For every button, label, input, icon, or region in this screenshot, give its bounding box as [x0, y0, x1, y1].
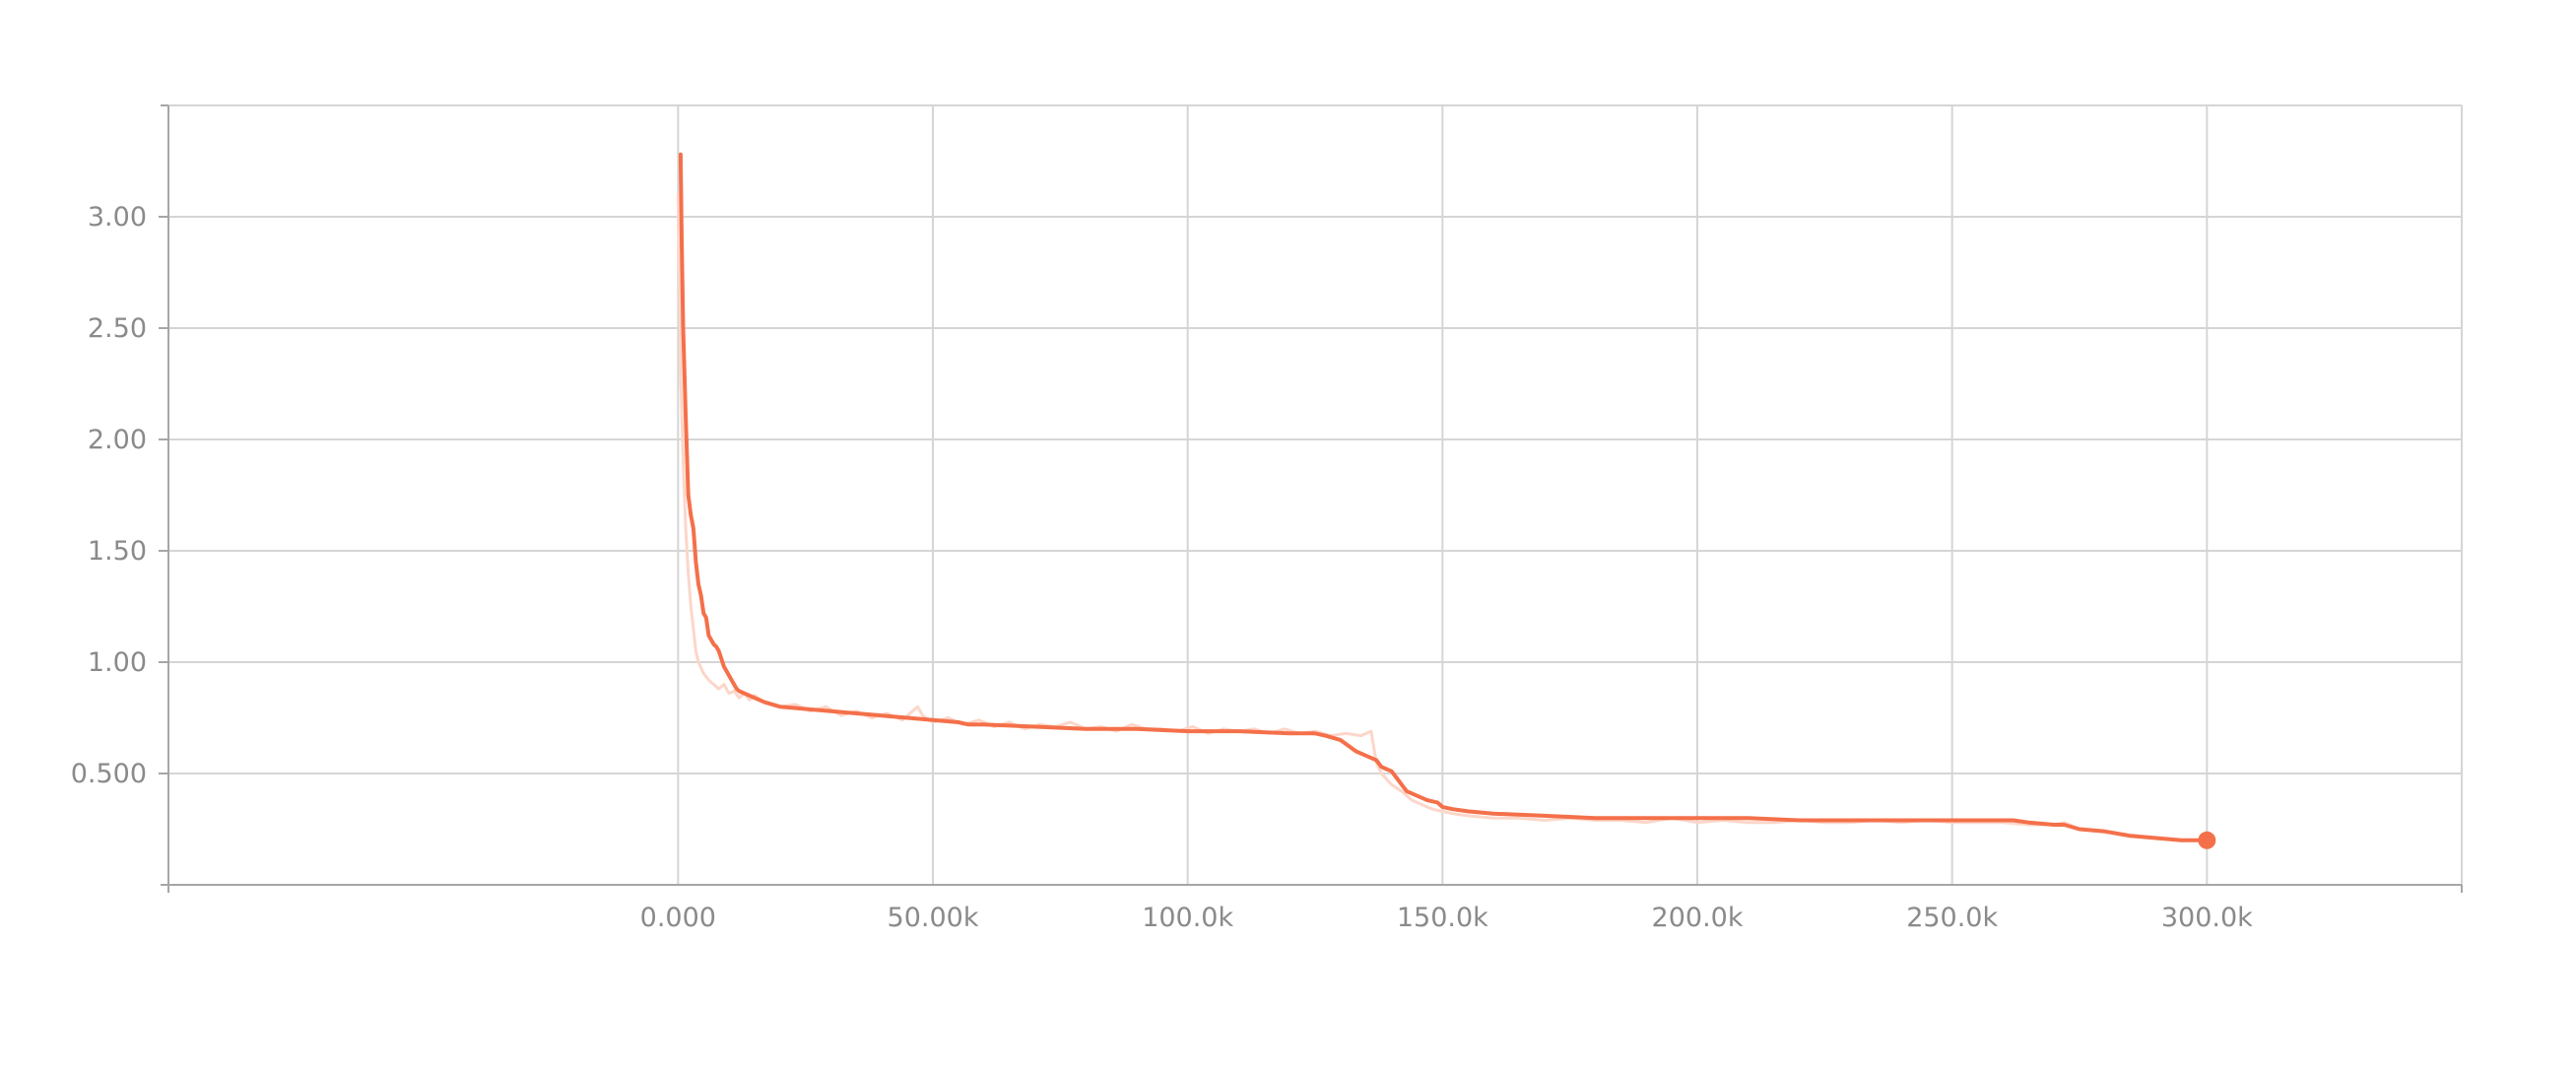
smoothed-series-line	[678, 152, 2210, 842]
x-tick-label: 250.0k	[1906, 903, 1998, 933]
y-tick-label: 0.500	[71, 759, 147, 789]
axis-layer	[159, 104, 2463, 893]
y-tick-label: 1.00	[88, 647, 147, 678]
x-tick-label: 150.0k	[1397, 903, 1488, 933]
label-layer: 0.000 50.00k 100.0k 150.0k 200.0k 250.0k 300.0…	[71, 202, 2253, 933]
x-tick-label: 100.0k	[1142, 903, 1233, 933]
y-tick-label: 2.50	[88, 313, 147, 344]
x-tick-label: 50.00k	[888, 903, 979, 933]
series-layer	[676, 152, 2216, 849]
y-tick-label: 1.50	[88, 536, 147, 567]
x-tick-label: 200.0k	[1652, 903, 1744, 933]
grid-layer	[168, 104, 2463, 885]
x-tick-label: 0.000	[640, 903, 716, 933]
series-end-point	[2198, 831, 2216, 849]
x-tick-label: 300.0k	[2161, 903, 2253, 933]
y-tick-label: 3.00	[88, 202, 147, 233]
y-tick-label: 2.00	[88, 425, 147, 455]
